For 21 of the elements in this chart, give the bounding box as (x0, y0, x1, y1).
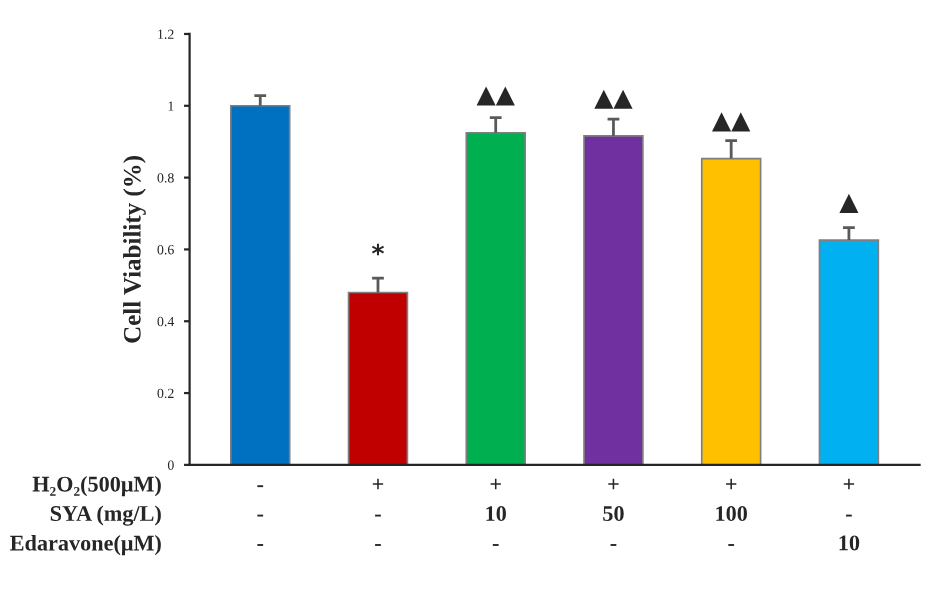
text: Edaravone(μM) (10, 534, 161, 556)
data-label: * (371, 243, 385, 256)
bar (583, 135, 644, 465)
category-label: - - - (257, 485, 264, 546)
bar (229, 104, 291, 465)
data-label: ▲▲ (594, 89, 633, 109)
bar (700, 157, 762, 465)
y-axis-title: Cell Viability (%) (123, 156, 146, 343)
bar (465, 131, 526, 465)
data-label: ▲▲ (476, 86, 515, 106)
category-label: + - - (372, 478, 384, 546)
text: SYA (mg/L) (50, 505, 161, 526)
text: H₂O₂(500μM) (32, 475, 161, 497)
bar (347, 291, 409, 465)
x-tick-label: + 100 - (716, 478, 747, 546)
bar (818, 239, 880, 465)
data-label: ▲▲ (712, 112, 751, 132)
x-tick-label: + 10 - (486, 478, 506, 546)
x-tick-label: + - 10 (839, 478, 860, 551)
x-tick-label: + 50 - (603, 478, 624, 546)
data-label: ▲ (839, 193, 859, 213)
